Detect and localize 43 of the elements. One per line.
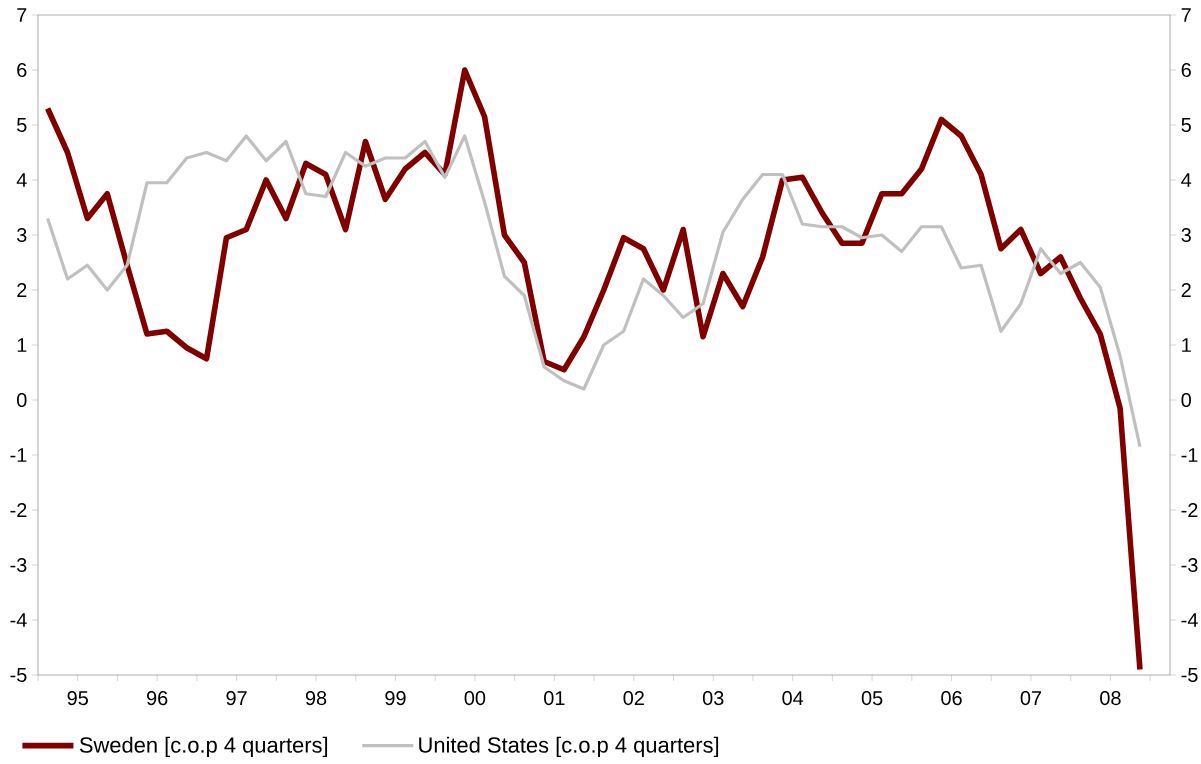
x-tick-label: 96 xyxy=(147,691,168,706)
y2-tick-label: -4 xyxy=(10,613,27,627)
x-tick-label: 03 xyxy=(702,691,724,706)
x-tick-label: 97 xyxy=(226,691,247,706)
y2-tick-label: 6 xyxy=(17,62,27,78)
x-tick-label: 08 xyxy=(1100,691,1121,706)
x-tick-label: 98 xyxy=(305,691,327,706)
y-tick-label: -5 xyxy=(1181,668,1198,682)
y2-tick-label: 4 xyxy=(16,173,27,187)
x-tick-label: 07 xyxy=(1020,691,1042,706)
y-tick-label: 1 xyxy=(1182,338,1191,352)
y-tick-label: -4 xyxy=(1181,613,1198,627)
x-tick-label: 00 xyxy=(464,691,486,706)
y2-tick-label: 2 xyxy=(17,283,27,297)
y-tick-label: 5 xyxy=(1181,118,1191,132)
y-tick-label: 6 xyxy=(1181,62,1191,78)
y-tick-label: 0 xyxy=(1181,392,1191,408)
y2-tick-label: 3 xyxy=(16,227,27,243)
y-tick-label: -3 xyxy=(1181,557,1198,573)
legend-label: United States [c.o.p 4 quarters] xyxy=(419,736,719,758)
y2-tick-label: 1 xyxy=(17,338,27,352)
y2-tick-label: 5 xyxy=(17,118,27,132)
y2-tick-label: -2 xyxy=(10,503,27,517)
y-tick-label: -1 xyxy=(1181,448,1198,462)
legend-label: Sweden [c.o.p 4 quarters] xyxy=(79,736,328,758)
x-tick-label: 01 xyxy=(544,691,565,706)
y-tick-label: 3 xyxy=(1181,227,1191,243)
x-tick-label: 04 xyxy=(782,691,804,706)
x-tick-label: 06 xyxy=(941,691,962,706)
y2-tick-label: -1 xyxy=(10,448,27,462)
y-tick-label: 2 xyxy=(1181,283,1191,297)
x-tick-label: 02 xyxy=(623,691,644,706)
y2-tick-label: 0 xyxy=(17,392,27,408)
x-tick-label: 95 xyxy=(67,691,88,706)
y2-tick-label: 7 xyxy=(17,8,27,22)
line-series xyxy=(46,134,1142,449)
x-tick-label: 05 xyxy=(861,691,883,706)
y-tick-label: 4 xyxy=(1181,173,1192,187)
y2-tick-label: -3 xyxy=(10,557,27,573)
x-tick-label: 99 xyxy=(385,691,406,706)
y2-tick-label: -5 xyxy=(10,668,27,682)
y-tick-label: 7 xyxy=(1181,8,1191,22)
y-tick-label: -2 xyxy=(1181,503,1198,517)
